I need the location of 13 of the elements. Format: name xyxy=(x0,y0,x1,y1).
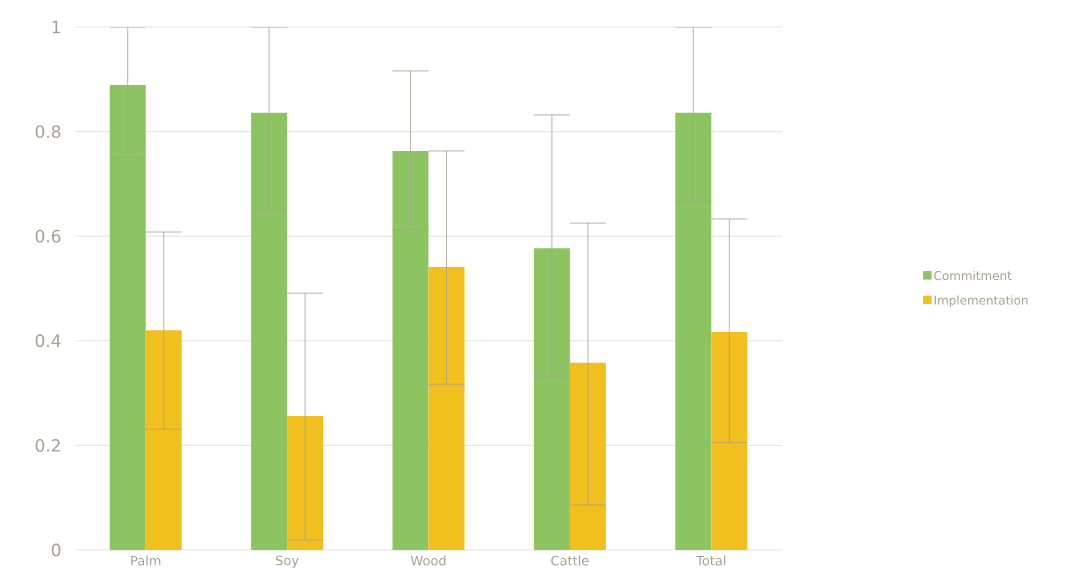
legend-label: Implementation xyxy=(934,295,1028,308)
y-tick-label: 0.8 xyxy=(35,125,61,138)
y-tick-label: 0.6 xyxy=(35,229,61,243)
x-tick-label: Cattle xyxy=(551,555,589,566)
y-tick-label: 0.2 xyxy=(35,438,60,452)
y-tick-label: 1 xyxy=(52,20,60,34)
x-tick-label: Total xyxy=(696,555,726,566)
x-tick-label: Soy xyxy=(276,555,299,568)
y-tick-label: 0 xyxy=(51,543,61,557)
y-tick-label: 0.4 xyxy=(35,334,61,348)
x-tick-label: Wood xyxy=(410,555,446,566)
legend-label: Commitment xyxy=(934,270,1012,281)
x-tick-label: Palm xyxy=(131,555,161,566)
